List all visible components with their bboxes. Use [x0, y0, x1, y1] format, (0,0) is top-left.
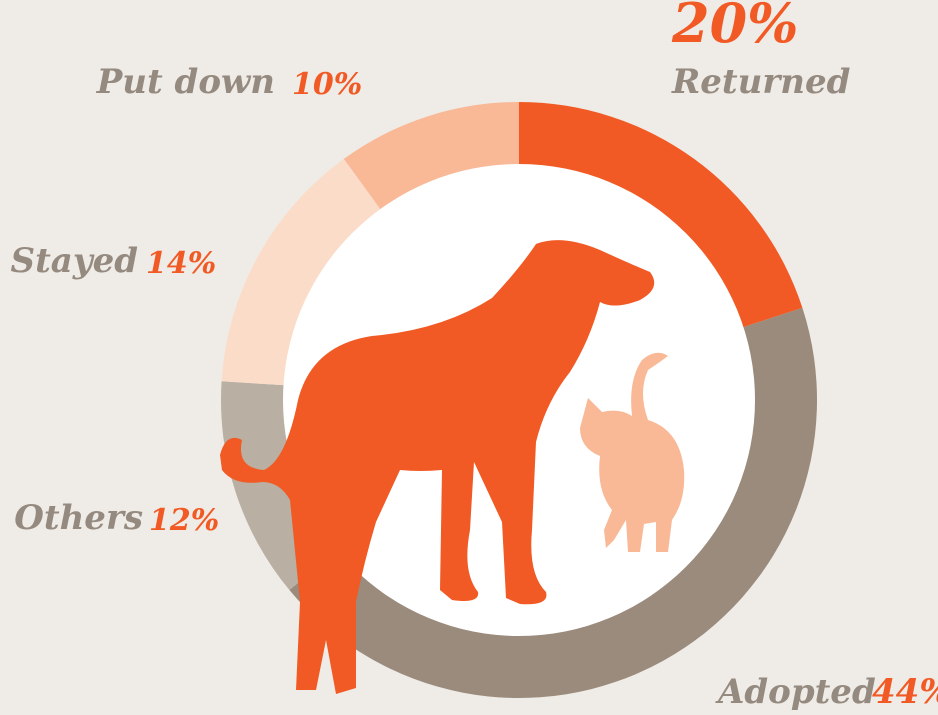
category-label: Put down [96, 62, 275, 102]
category-label: Stayed [11, 241, 139, 281]
value-label: 10% [292, 67, 362, 102]
value-label: 14% [146, 246, 216, 281]
value-label: 12% [149, 503, 219, 538]
chart: Returned 20% Adopted44% Others12% Stayed14% P… [0, 0, 938, 715]
category-label: Adopted [715, 672, 876, 712]
category-label: Returned [671, 62, 851, 102]
category-label: Others [14, 498, 143, 538]
value-label: 20% [671, 0, 798, 55]
value-label: 44% [872, 672, 938, 712]
page: Returned 20% Adopted44% Others12% Stayed14% P… [0, 0, 938, 715]
